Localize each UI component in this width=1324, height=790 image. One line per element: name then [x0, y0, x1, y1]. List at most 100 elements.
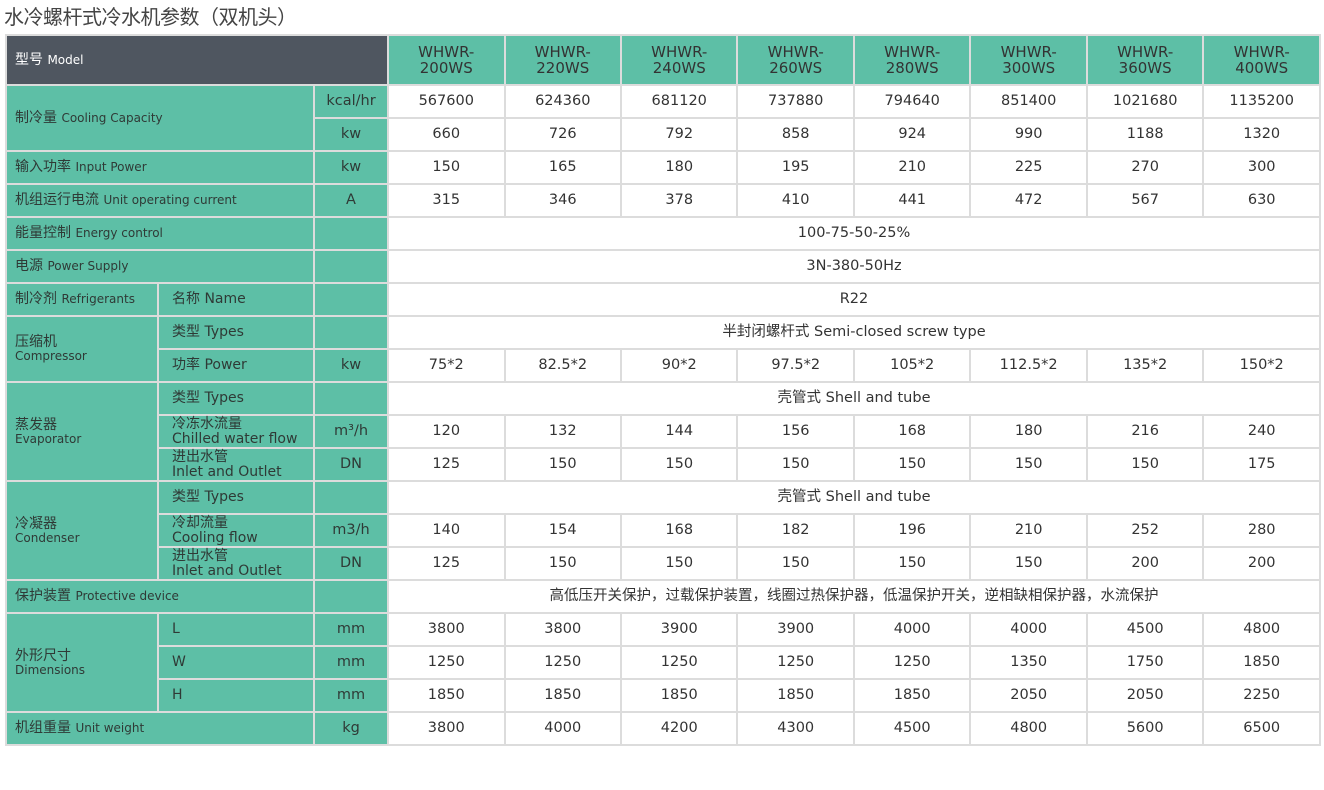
row-label-en: Input Power: [75, 160, 147, 175]
value-cell: 567: [1085, 183, 1205, 218]
value-cell: 150: [503, 447, 622, 482]
sub-label: W: [157, 645, 315, 680]
row-label-zh: 输入功率: [15, 159, 71, 176]
value-cell: 3800: [387, 612, 506, 647]
value-cell: 150: [619, 447, 739, 482]
value-cell: 6500: [1202, 711, 1321, 746]
value-cell: 240: [1202, 414, 1321, 449]
value-cell: 200: [1202, 546, 1321, 581]
unit-cell: [312, 315, 390, 350]
value-cell: 630: [1202, 183, 1321, 218]
value-cell: 112.5*2: [969, 348, 1088, 383]
value-cell: 82.5*2: [503, 348, 622, 383]
value-cell: 4000: [503, 711, 622, 746]
value-cell: 125: [387, 447, 506, 482]
value-cell: 150: [969, 447, 1088, 482]
value-cell: 378: [619, 183, 739, 218]
value-cell: 4800: [969, 711, 1088, 746]
unit-cell: kw: [312, 348, 390, 383]
value-cell: 441: [852, 183, 972, 218]
value-cell: 210: [852, 150, 972, 185]
row-label-en: Condenser: [15, 530, 80, 545]
value-cell: 1850: [387, 678, 506, 713]
row-label-en: Unit weight: [75, 721, 145, 736]
value-cell: 5600: [1085, 711, 1205, 746]
value-cell: 4300: [736, 711, 855, 746]
row-label: 压缩机 Compressor: [5, 315, 159, 383]
value-cell: 1850: [1202, 645, 1321, 680]
value-cell: 4200: [619, 711, 739, 746]
value-cell: 200: [1085, 546, 1205, 581]
value-cell: 150: [1085, 447, 1205, 482]
sub-label: L: [157, 612, 315, 647]
table-row: 电源 Power Supply 3N-380-50Hz: [5, 249, 1321, 284]
row-label-en: Evaporator: [15, 431, 82, 446]
value-cell: 624360: [503, 84, 622, 119]
model-column-header: WHWR- 300WS: [969, 34, 1088, 86]
value-cell: 1250: [619, 645, 739, 680]
value-cell: 150: [969, 546, 1088, 581]
value-cell: 3900: [619, 612, 739, 647]
value-cell: 150*2: [1202, 348, 1321, 383]
sub-label: 进出水管 Inlet and Outlet: [157, 447, 315, 482]
value-cell: 346: [503, 183, 622, 218]
value-cell: 472: [969, 183, 1088, 218]
value-cell: 1350: [969, 645, 1088, 680]
value-cell: 4000: [852, 612, 972, 647]
value-cell: 1850: [619, 678, 739, 713]
value-cell: 196: [852, 513, 972, 548]
value-cell: 660: [387, 117, 506, 152]
value-cell: 1850: [503, 678, 622, 713]
unit-cell: mm: [312, 645, 390, 680]
value-cell: 567600: [387, 84, 506, 119]
table-row: 蒸发器 Evaporator 类型 Types 壳管式 Shell and tube: [5, 381, 1321, 482]
value-cell: 140: [387, 513, 506, 548]
value-cell: 681120: [619, 84, 739, 119]
value-cell-merged: 3N-380-50Hz: [387, 249, 1321, 284]
value-cell: 1850: [852, 678, 972, 713]
model-column-header: WHWR- 220WS: [503, 34, 622, 86]
value-cell: 150: [619, 546, 739, 581]
value-cell: 737880: [736, 84, 855, 119]
value-cell: 1320: [1202, 117, 1321, 152]
value-cell-merged: R22: [387, 282, 1321, 317]
row-label: 蒸发器 Evaporator: [5, 381, 159, 482]
sub-label: 进出水管 Inlet and Outlet: [157, 546, 315, 581]
value-cell: 3800: [387, 711, 506, 746]
value-cell: 1250: [387, 645, 506, 680]
row-label: 制冷量 Cooling Capacity: [5, 84, 315, 152]
value-cell: 280: [1202, 513, 1321, 548]
model-column-header: WHWR- 240WS: [619, 34, 739, 86]
model-label-en: Model: [47, 52, 84, 67]
value-cell: 105*2: [852, 348, 972, 383]
unit-cell: mm: [312, 612, 390, 647]
sub-label: 冷冻水流量 Chilled water flow: [157, 414, 315, 449]
value-cell: 97.5*2: [736, 348, 855, 383]
value-cell-merged: 壳管式 Shell and tube: [387, 480, 1321, 515]
value-cell-merged: 100-75-50-25%: [387, 216, 1321, 251]
sub-label: 类型 Types: [157, 315, 315, 350]
value-cell: 3900: [736, 612, 855, 647]
unit-cell: DN: [312, 546, 390, 581]
sub-label: 类型 Types: [157, 381, 315, 416]
value-cell: 252: [1085, 513, 1205, 548]
value-cell: 180: [619, 150, 739, 185]
unit-cell: [312, 480, 390, 515]
value-cell: 794640: [852, 84, 972, 119]
value-cell: 216: [1085, 414, 1205, 449]
unit-cell: m³/h: [312, 414, 390, 449]
value-cell: 90*2: [619, 348, 739, 383]
unit-cell: [312, 249, 390, 284]
row-label: 输入功率 Input Power: [5, 150, 315, 185]
value-cell: 315: [387, 183, 506, 218]
row-label-en: Energy control: [75, 226, 163, 241]
value-cell: 4500: [1085, 612, 1205, 647]
value-cell: 2250: [1202, 678, 1321, 713]
value-cell: 1021680: [1085, 84, 1205, 119]
value-cell: 1250: [852, 645, 972, 680]
value-cell: 165: [503, 150, 622, 185]
unit-cell: kw: [312, 150, 390, 185]
unit-cell: A: [312, 183, 390, 218]
